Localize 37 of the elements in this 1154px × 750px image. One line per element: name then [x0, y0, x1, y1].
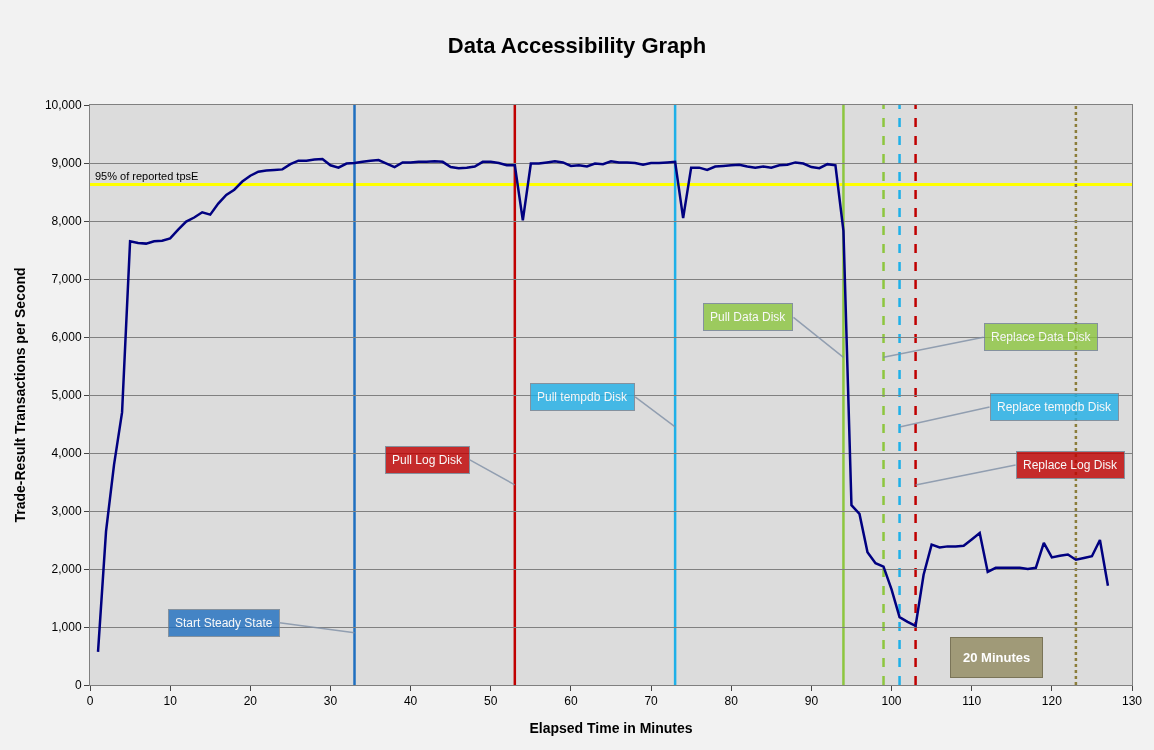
y-tick-label: 2,000 [51, 562, 82, 577]
x-tick-label: 10 [163, 694, 178, 709]
x-tick-label: 20 [243, 694, 258, 709]
x-tick-label: 100 [881, 694, 902, 709]
y-tick-label: 10,000 [44, 98, 82, 113]
x-tick-label: 70 [644, 694, 659, 709]
ref-line-label: 95% of reported tpsE [95, 170, 199, 182]
x-tick-label: 120 [1041, 694, 1063, 709]
y-tick-label: 9,000 [51, 156, 82, 171]
y-tick-label: 4,000 [51, 446, 82, 461]
x-tick-label: 60 [564, 694, 578, 709]
x-tick-label: 80 [724, 694, 739, 709]
x-tick-label: 50 [484, 694, 498, 709]
x-tick-label: 0 [86, 694, 94, 709]
y-tick-label: 1,000 [51, 620, 82, 635]
x-tick-label: 40 [403, 694, 418, 709]
y-axis-title: Trade-Result Transactions per Second [12, 267, 29, 523]
ref-line-label: Replace tempdb Disk [997, 400, 1113, 414]
y-tick-label: 6,000 [51, 330, 82, 345]
ref-line-label: Pull tempdb Disk [537, 390, 629, 404]
y-tick-label: 5,000 [51, 388, 82, 403]
ref-line-label: Replace Log Disk [1023, 458, 1119, 472]
x-tick-label: 90 [804, 694, 819, 709]
x-tick-label: 30 [323, 694, 338, 709]
y-tick-label: 7,000 [51, 272, 82, 287]
y-tick-label: 0 [74, 678, 82, 693]
ref-line-label: Pull Data Disk [710, 310, 787, 324]
ref-line-label: Start Steady State [175, 616, 273, 630]
ref-line-label: Replace Data Disk [991, 330, 1092, 344]
ref-line-label: Pull Log Disk [392, 453, 464, 467]
chart-title: Data Accessibility Graph [447, 32, 707, 58]
x-tick-label: 130 [1121, 694, 1143, 709]
y-tick-label: 3,000 [51, 504, 82, 519]
y-tick-label: 8,000 [51, 214, 82, 229]
x-axis-title: Elapsed Time in Minutes [529, 719, 693, 736]
annotation: 20 Minutes [963, 650, 1031, 665]
x-tick-label: 110 [962, 694, 982, 709]
